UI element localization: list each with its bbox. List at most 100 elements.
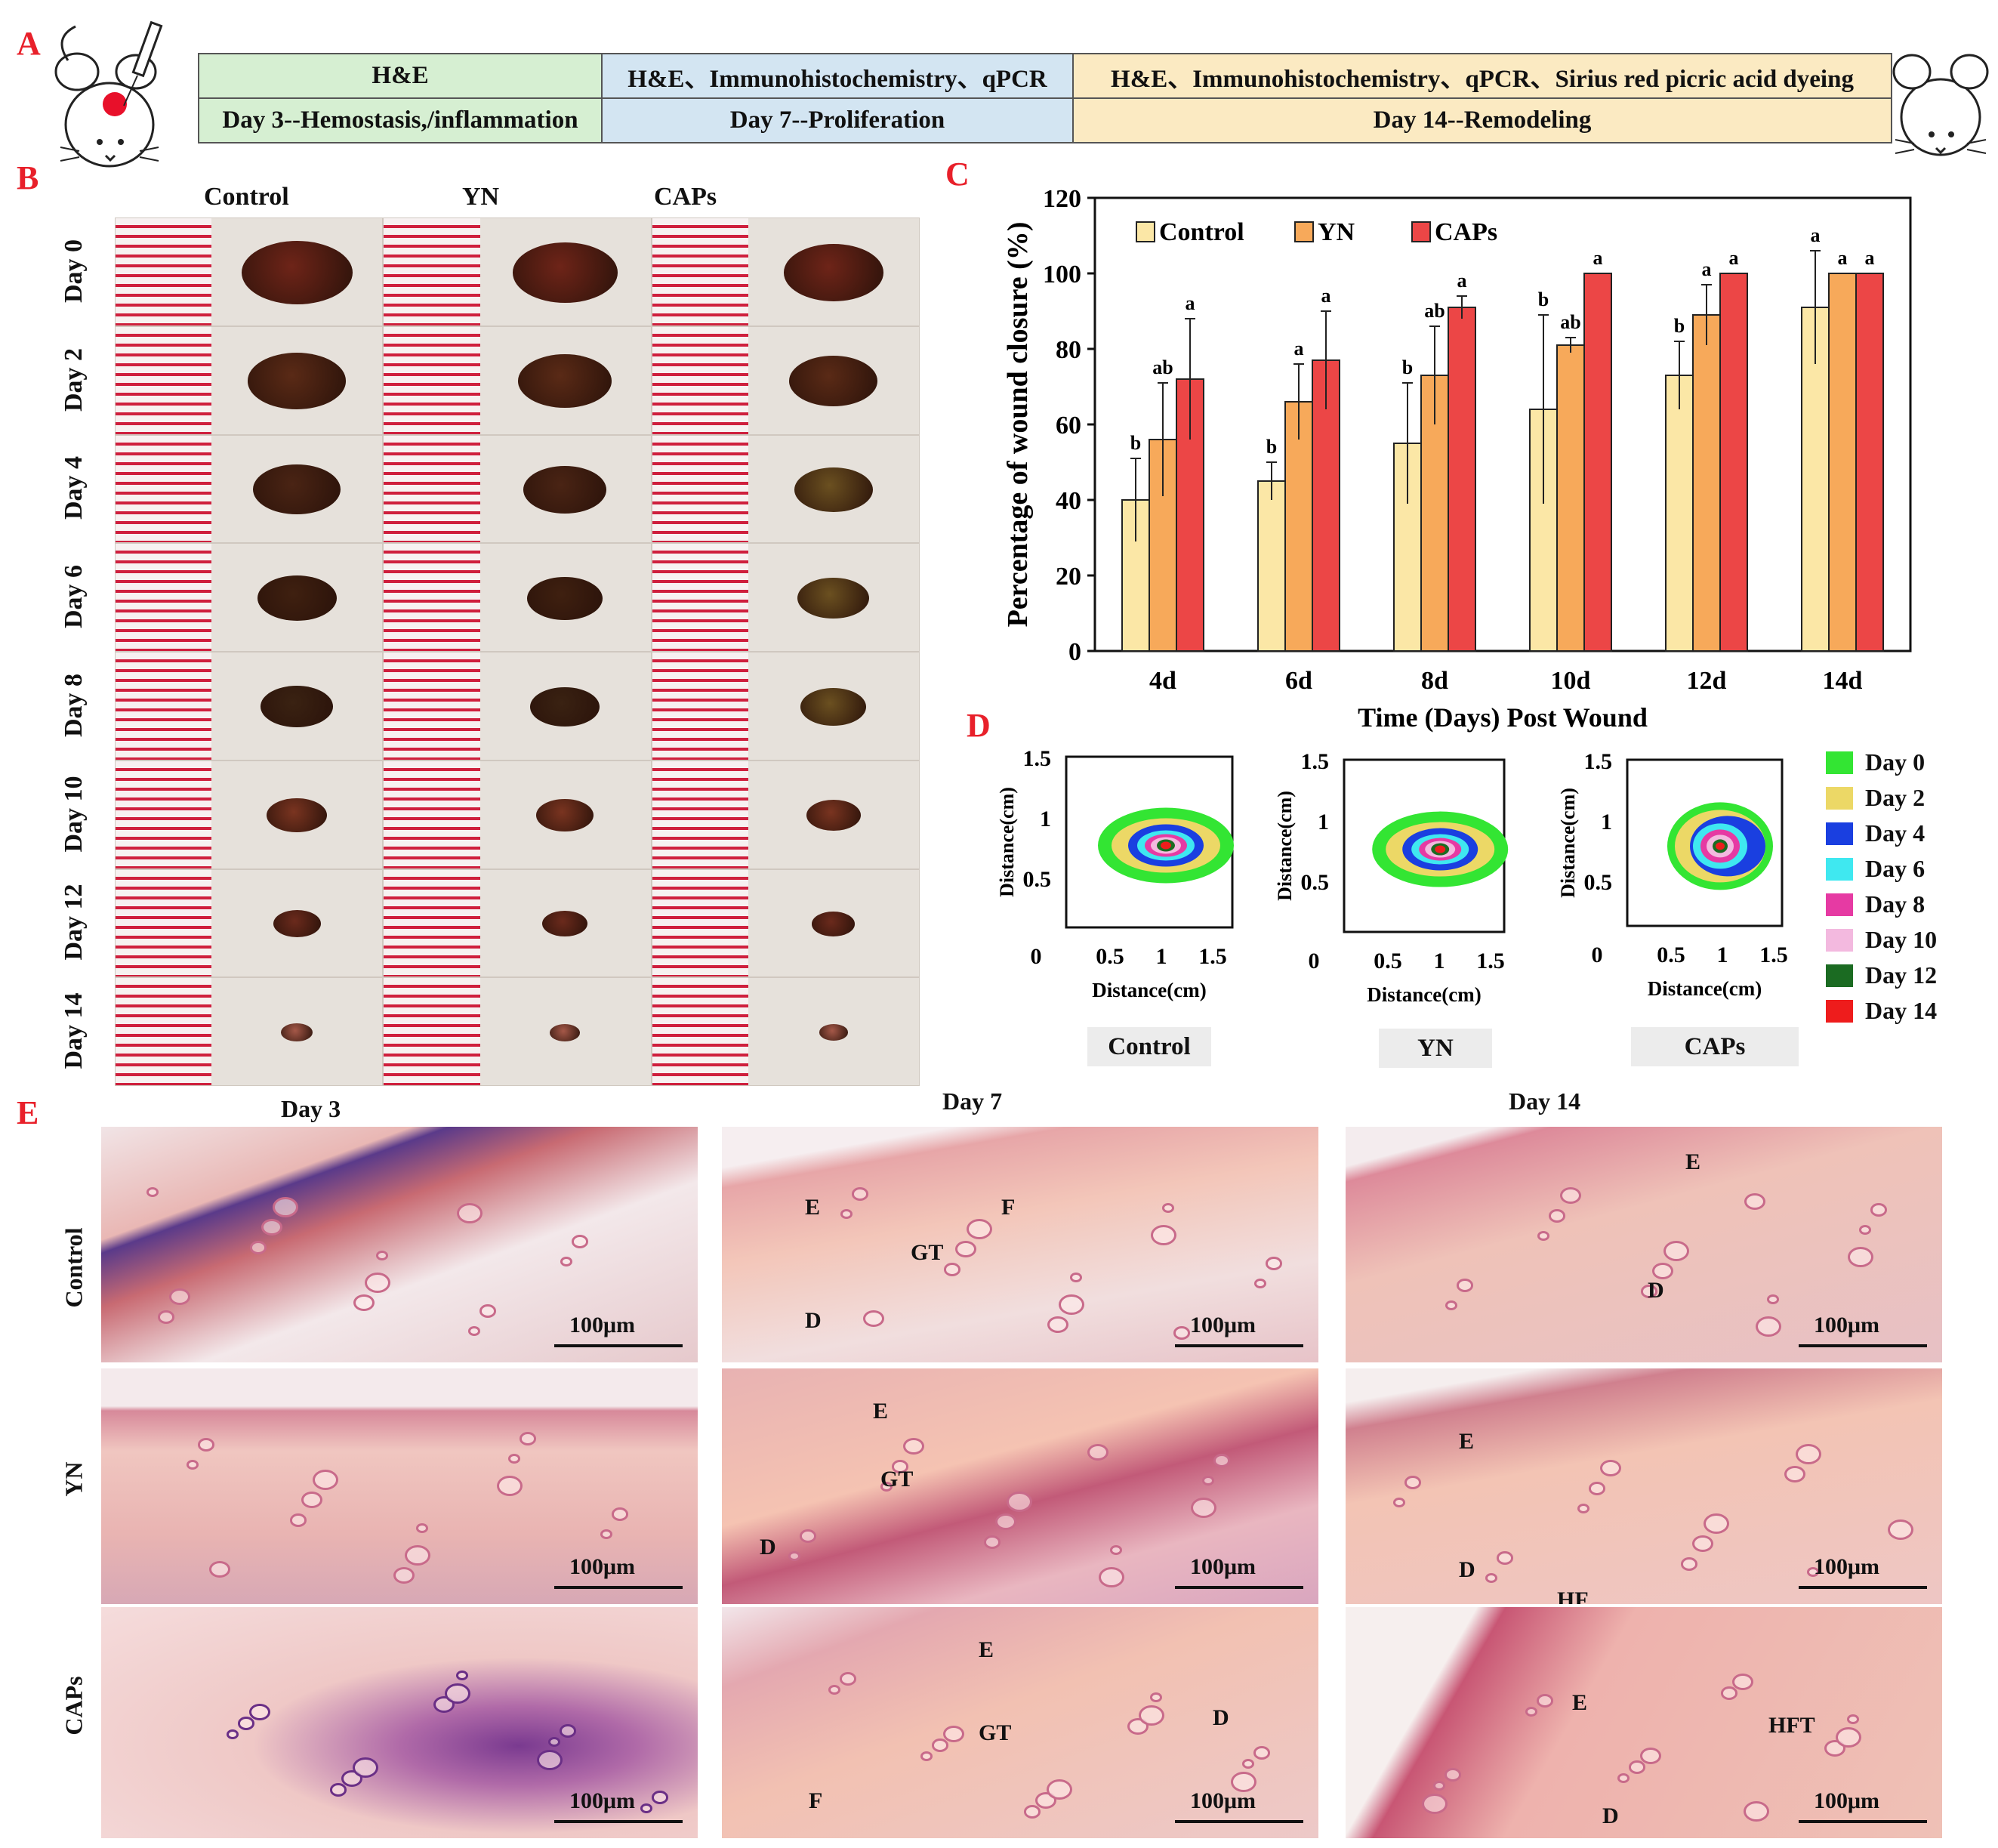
follicle bbox=[932, 1738, 948, 1752]
bar bbox=[1719, 273, 1748, 652]
tissue-label: HF bbox=[1557, 1587, 1589, 1604]
x-tick-label: 12d bbox=[1687, 667, 1727, 695]
timeline-stage-day14-methods: H&E、Immunohistochemistry、qPCR、Sirius red… bbox=[1111, 65, 1854, 93]
wound-area bbox=[806, 800, 861, 831]
legend-label: Day 14 bbox=[1865, 997, 1938, 1024]
follicle bbox=[301, 1492, 322, 1509]
follicle bbox=[1629, 1760, 1645, 1774]
x-tick-label: 14d bbox=[1823, 667, 1863, 695]
significance-letter: ab bbox=[1152, 356, 1173, 378]
wound-area bbox=[812, 912, 855, 936]
timeline-stage-day7-label: Day 7--Proliferation bbox=[603, 97, 1072, 142]
contour-blob bbox=[1161, 841, 1171, 850]
follicle bbox=[944, 1263, 960, 1276]
tissue-label: GT bbox=[979, 1720, 1012, 1745]
contour-blob bbox=[1435, 845, 1446, 853]
follicle bbox=[1231, 1772, 1256, 1793]
tissue-label: E bbox=[1685, 1149, 1701, 1174]
histology-image: 100μm bbox=[101, 1127, 698, 1362]
tissue-label: E bbox=[1572, 1690, 1588, 1715]
histology-image: E GT F D 100μm bbox=[722, 1607, 1318, 1838]
follicle bbox=[497, 1476, 523, 1497]
y-tick-label: 40 bbox=[1056, 487, 1081, 515]
follicle bbox=[1047, 1779, 1072, 1800]
wound-photo bbox=[383, 652, 652, 760]
x-tick-label: 4d bbox=[1149, 667, 1176, 695]
x-axis-label: Time (Days) Post Wound bbox=[1358, 702, 1648, 733]
contour-x-label: Distance(cm) bbox=[1648, 977, 1762, 1000]
ruler bbox=[652, 978, 748, 1085]
wound-area bbox=[267, 798, 327, 833]
scale-bar-label: 100μm bbox=[569, 1788, 635, 1813]
follicle bbox=[1848, 1247, 1873, 1268]
histology-image: E F GT D 100μm bbox=[722, 1127, 1318, 1362]
plot-area bbox=[1093, 196, 1912, 653]
scale-bar bbox=[1799, 1586, 1927, 1589]
follicle bbox=[984, 1535, 1001, 1549]
contour-group-tag: CAPs bbox=[1631, 1027, 1799, 1066]
follicle bbox=[1139, 1705, 1164, 1726]
bar bbox=[1801, 307, 1830, 652]
follicle bbox=[313, 1470, 338, 1491]
contour-y-tick: 0.5 bbox=[1584, 870, 1613, 895]
wound-area bbox=[518, 354, 612, 408]
follicle bbox=[1047, 1316, 1068, 1334]
tissue-stain bbox=[1346, 1127, 1942, 1362]
follicle bbox=[640, 1803, 652, 1813]
histo-col-day3: Day 3 bbox=[281, 1095, 341, 1122]
follicle bbox=[1497, 1551, 1513, 1565]
contour-x-tick: 0.5 bbox=[1657, 943, 1685, 967]
follicle bbox=[903, 1438, 924, 1455]
wound-photo bbox=[115, 218, 384, 326]
wound-photo bbox=[115, 977, 384, 1086]
wound-photo bbox=[115, 652, 384, 760]
wound-area bbox=[550, 1023, 581, 1041]
photo-col-control: Control bbox=[204, 183, 289, 211]
wound-photo bbox=[115, 760, 384, 869]
wound-photo bbox=[651, 760, 920, 869]
bar bbox=[1556, 344, 1585, 652]
legend-label: YN bbox=[1318, 218, 1355, 246]
follicle bbox=[800, 1529, 816, 1543]
y-tick-label: 80 bbox=[1056, 336, 1081, 364]
wound-photo bbox=[383, 977, 652, 1086]
contour-x-tick: 1 bbox=[1434, 949, 1445, 973]
wound-photo bbox=[651, 868, 920, 978]
tissue-stain bbox=[722, 1127, 1318, 1362]
scale-bar-label: 100μm bbox=[1814, 1788, 1879, 1813]
follicle bbox=[840, 1672, 856, 1686]
follicle bbox=[227, 1729, 239, 1739]
follicle bbox=[828, 1685, 840, 1695]
significance-letter: b bbox=[1674, 315, 1685, 337]
panel-label-b: B bbox=[17, 159, 39, 196]
wound-area bbox=[523, 466, 607, 514]
legend-swatch bbox=[1826, 893, 1853, 916]
scale-bar bbox=[1175, 1820, 1303, 1823]
ruler bbox=[652, 544, 748, 651]
scale-bar-label: 100μm bbox=[569, 1554, 635, 1579]
wound-photo bbox=[651, 977, 920, 1086]
follicle bbox=[852, 1187, 868, 1201]
follicle bbox=[1445, 1300, 1457, 1310]
ruler bbox=[652, 435, 748, 543]
follicle bbox=[353, 1294, 375, 1312]
significance-letter: a bbox=[1457, 270, 1467, 292]
contour-x-label: Distance(cm) bbox=[1367, 983, 1481, 1006]
follicle bbox=[249, 1704, 270, 1721]
legend-label: Day 12 bbox=[1865, 961, 1938, 989]
timeline-stage-day7-methods: H&E、Immunohistochemistry、qPCR bbox=[627, 65, 1047, 93]
follicle bbox=[1099, 1567, 1124, 1588]
wound-area bbox=[536, 798, 594, 832]
follicle bbox=[290, 1513, 307, 1527]
follicle bbox=[1433, 1781, 1445, 1791]
ruler bbox=[652, 218, 748, 325]
legend-label: Day 0 bbox=[1865, 748, 1926, 776]
significance-letter: a bbox=[1294, 338, 1304, 359]
follicle bbox=[1836, 1727, 1861, 1748]
x-tick-label: 10d bbox=[1551, 667, 1591, 695]
follicle bbox=[1266, 1257, 1282, 1270]
follicle bbox=[1577, 1504, 1589, 1513]
follicle bbox=[1888, 1519, 1913, 1541]
histo-col-day7: Day 7 bbox=[942, 1088, 1003, 1115]
contour-y-label: Distance(cm) bbox=[996, 787, 1018, 897]
